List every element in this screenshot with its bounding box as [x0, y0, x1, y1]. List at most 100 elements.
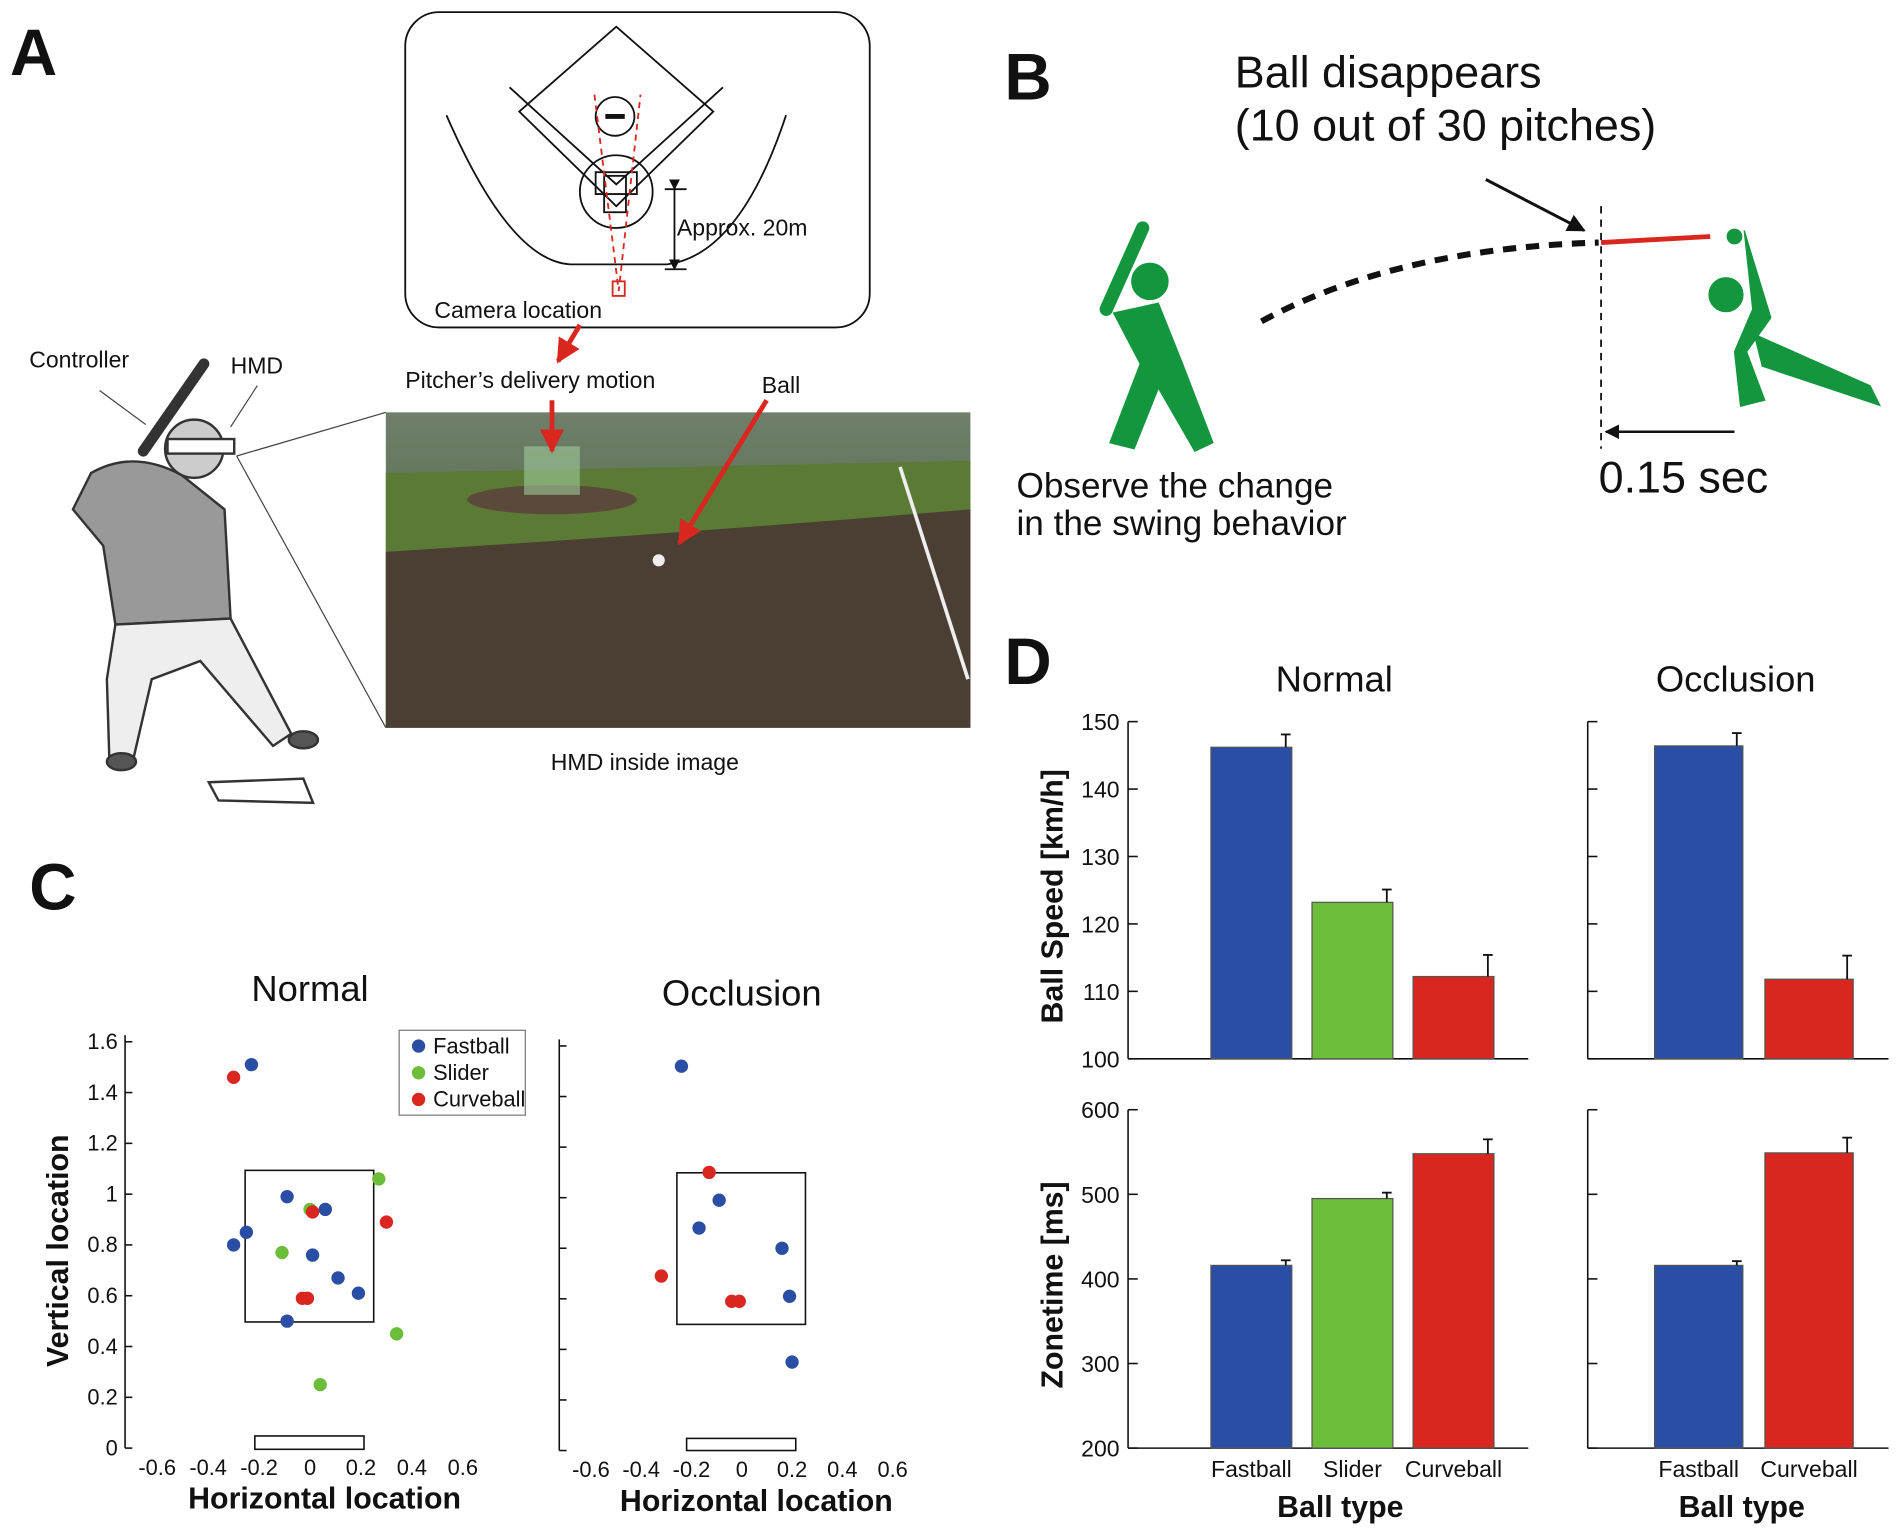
bar	[1210, 1264, 1293, 1449]
x-tick-label: Curveball	[1760, 1456, 1857, 1482]
y-tick-label: 0.2	[87, 1385, 117, 1410]
point	[275, 1245, 289, 1260]
point	[318, 1202, 332, 1217]
y-tick-label: 110	[1083, 979, 1120, 1005]
strike-zone	[244, 1169, 807, 1452]
x-tick-label: 0.6	[448, 1455, 478, 1480]
point	[692, 1221, 706, 1235]
x-tick-label: -0.2	[673, 1457, 711, 1482]
point	[280, 1314, 294, 1328]
point	[300, 1291, 315, 1305]
bar	[1653, 1264, 1744, 1449]
point	[654, 1269, 668, 1283]
point	[785, 1355, 799, 1369]
x-tick-label: Slider	[1323, 1456, 1382, 1482]
point	[379, 1215, 394, 1229]
y-axis-label: Vertical location	[42, 1134, 75, 1366]
label: Pitcher’s delivery motion	[405, 367, 655, 393]
chart-title: Occlusion	[662, 972, 822, 1013]
legend-marker	[411, 1092, 426, 1107]
point	[226, 1238, 241, 1252]
x-tick-label: Fastball	[1211, 1456, 1292, 1482]
y-tick-label: 1.2	[87, 1131, 117, 1156]
legend-label: Fastball	[433, 1033, 509, 1058]
trajectory	[1260, 178, 1735, 449]
hmd-image	[385, 398, 971, 728]
y-tick-label: 1	[106, 1181, 118, 1206]
panel-letter: D	[1004, 625, 1051, 698]
field-diagram	[404, 11, 871, 329]
panel-letter: C	[29, 851, 76, 924]
legend-marker	[411, 1066, 426, 1080]
y-tick-label: 300	[1081, 1351, 1119, 1377]
bar	[1764, 1152, 1854, 1449]
label: HMD inside image	[551, 749, 739, 775]
caption: Observe the change	[1016, 466, 1333, 505]
x-tick-label: 0	[304, 1455, 316, 1480]
panel-letter: A	[10, 16, 57, 89]
point	[226, 1070, 241, 1084]
label: HMD	[231, 353, 283, 379]
x-axis-label: Horizontal location	[188, 1483, 461, 1516]
bar	[1764, 978, 1854, 1060]
y-axis-label: Ball Speed [km/h]	[1037, 769, 1070, 1023]
x-tick-label: 0.4	[397, 1455, 427, 1480]
time-label: 0.15 sec	[1599, 451, 1769, 502]
bar	[1311, 1197, 1394, 1449]
point	[712, 1193, 726, 1207]
arrow	[555, 323, 582, 364]
x-tick-label: -0.4	[189, 1455, 227, 1480]
bar	[1412, 975, 1495, 1060]
x-axis-label: Ball type	[1277, 1491, 1403, 1524]
legend-marker	[411, 1039, 426, 1053]
point	[280, 1190, 294, 1204]
point	[775, 1241, 789, 1255]
x-tick-label: -0.4	[622, 1457, 660, 1482]
point	[305, 1205, 320, 1219]
y-tick-label: 500	[1081, 1182, 1119, 1208]
headline: (10 out of 30 pitches)	[1235, 100, 1656, 151]
caption: in the swing behavior	[1016, 504, 1347, 543]
legend-label: Slider	[433, 1060, 489, 1085]
x-tick-label: 0.2	[346, 1455, 376, 1480]
point	[674, 1059, 689, 1073]
chart-title: Normal	[251, 968, 368, 1009]
x-tick-label: -0.6	[572, 1457, 610, 1482]
x-tick-label: Curveball	[1405, 1456, 1502, 1482]
y-tick-label: 130	[1081, 844, 1119, 870]
x-tick-label: 0.2	[777, 1457, 807, 1482]
point	[732, 1294, 746, 1309]
x-tick-label: -0.6	[138, 1455, 176, 1480]
y-tick-label: 140	[1081, 777, 1119, 803]
label: Ball	[762, 372, 800, 398]
y-tick-label: 200	[1081, 1436, 1119, 1462]
headline: Ball disappears	[1235, 46, 1542, 97]
bar	[1210, 746, 1293, 1060]
label: Controller	[29, 346, 129, 372]
y-tick-label: 1.4	[87, 1080, 117, 1105]
point	[372, 1172, 386, 1186]
x-tick-label: -0.2	[240, 1455, 278, 1480]
panel-letter: B	[1004, 40, 1051, 113]
bar	[1311, 901, 1394, 1060]
label: Approx. 20m	[677, 214, 808, 240]
y-tick-label: 0.4	[87, 1334, 117, 1359]
point	[702, 1165, 716, 1180]
point	[331, 1271, 345, 1285]
x-axis-label: Horizontal location	[620, 1485, 893, 1518]
bar	[1412, 1153, 1495, 1449]
x-tick-label: Fastball	[1658, 1456, 1739, 1482]
x-tick-label: 0.6	[877, 1457, 907, 1482]
chart-title: Occlusion	[1656, 658, 1816, 699]
point	[782, 1289, 797, 1303]
point	[351, 1286, 366, 1300]
y-tick-label: 120	[1081, 911, 1119, 937]
y-tick-label: 600	[1081, 1097, 1119, 1123]
x-axis-label: Ball type	[1679, 1491, 1805, 1524]
point	[389, 1327, 404, 1341]
point	[305, 1248, 320, 1262]
label: Camera location	[434, 297, 602, 323]
chart-title: Normal	[1276, 658, 1393, 699]
y-tick-label: 0.8	[87, 1232, 117, 1257]
